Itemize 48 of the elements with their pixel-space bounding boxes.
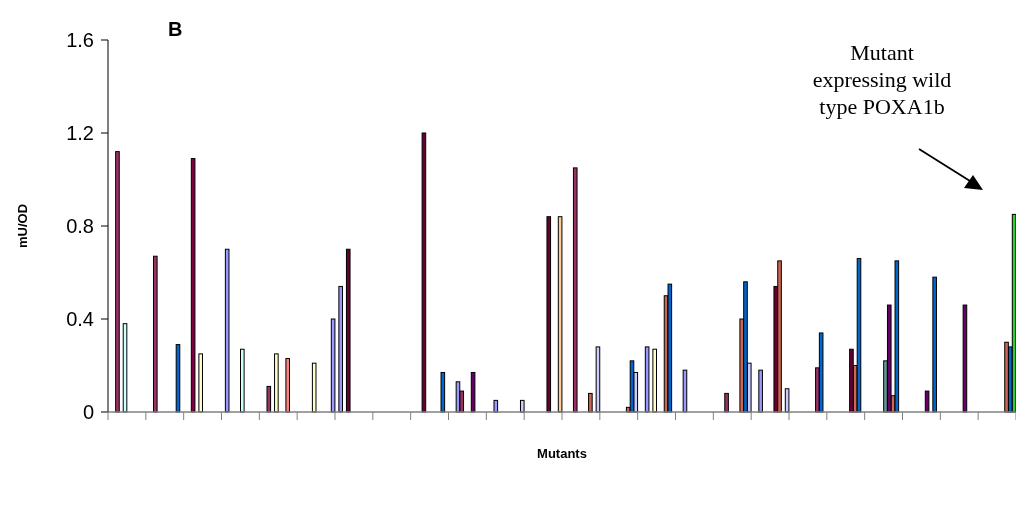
bar bbox=[758, 369, 763, 413]
bar bbox=[224, 248, 230, 413]
bar bbox=[519, 399, 525, 413]
bar bbox=[198, 353, 203, 413]
y-tick-label: 0 bbox=[82, 401, 94, 423]
annotation: Mutant expressing wild type POXA1b bbox=[812, 40, 952, 119]
bar bbox=[152, 255, 158, 413]
bar bbox=[440, 371, 446, 413]
bar bbox=[190, 158, 196, 413]
bar bbox=[886, 304, 892, 413]
bar bbox=[470, 371, 476, 413]
bar bbox=[330, 318, 336, 413]
bar bbox=[338, 285, 343, 413]
bar bbox=[266, 385, 272, 413]
bar bbox=[962, 304, 968, 413]
bar bbox=[652, 348, 657, 413]
bar bbox=[345, 248, 351, 413]
bar bbox=[743, 281, 748, 413]
bar bbox=[784, 388, 790, 413]
bar bbox=[894, 260, 900, 413]
bar bbox=[285, 358, 291, 413]
bar bbox=[724, 392, 729, 413]
x-axis-title: Mutants bbox=[537, 446, 587, 461]
y-tick-label: 0.8 bbox=[66, 215, 94, 237]
y-tick-label: 1.2 bbox=[66, 122, 94, 144]
y-tick-label: 1.6 bbox=[66, 29, 94, 51]
bar bbox=[572, 167, 578, 413]
bar bbox=[777, 260, 782, 413]
bar bbox=[595, 346, 601, 413]
bar bbox=[588, 392, 593, 413]
bar bbox=[1011, 213, 1016, 413]
bar bbox=[924, 390, 930, 413]
y-axis-title: mU/OD bbox=[15, 203, 30, 249]
bar bbox=[849, 348, 854, 413]
bar bbox=[311, 362, 317, 413]
bar bbox=[644, 346, 650, 413]
bar bbox=[115, 151, 120, 413]
bar bbox=[274, 353, 279, 413]
bar bbox=[667, 283, 673, 413]
bar bbox=[493, 399, 499, 413]
chart-title: B bbox=[168, 18, 183, 40]
bar bbox=[546, 216, 552, 413]
bar bbox=[421, 132, 427, 413]
bar bbox=[557, 216, 563, 413]
y-tick-label: 0.4 bbox=[66, 308, 94, 330]
bar bbox=[818, 332, 824, 413]
bar bbox=[932, 276, 937, 413]
bar bbox=[240, 348, 245, 413]
